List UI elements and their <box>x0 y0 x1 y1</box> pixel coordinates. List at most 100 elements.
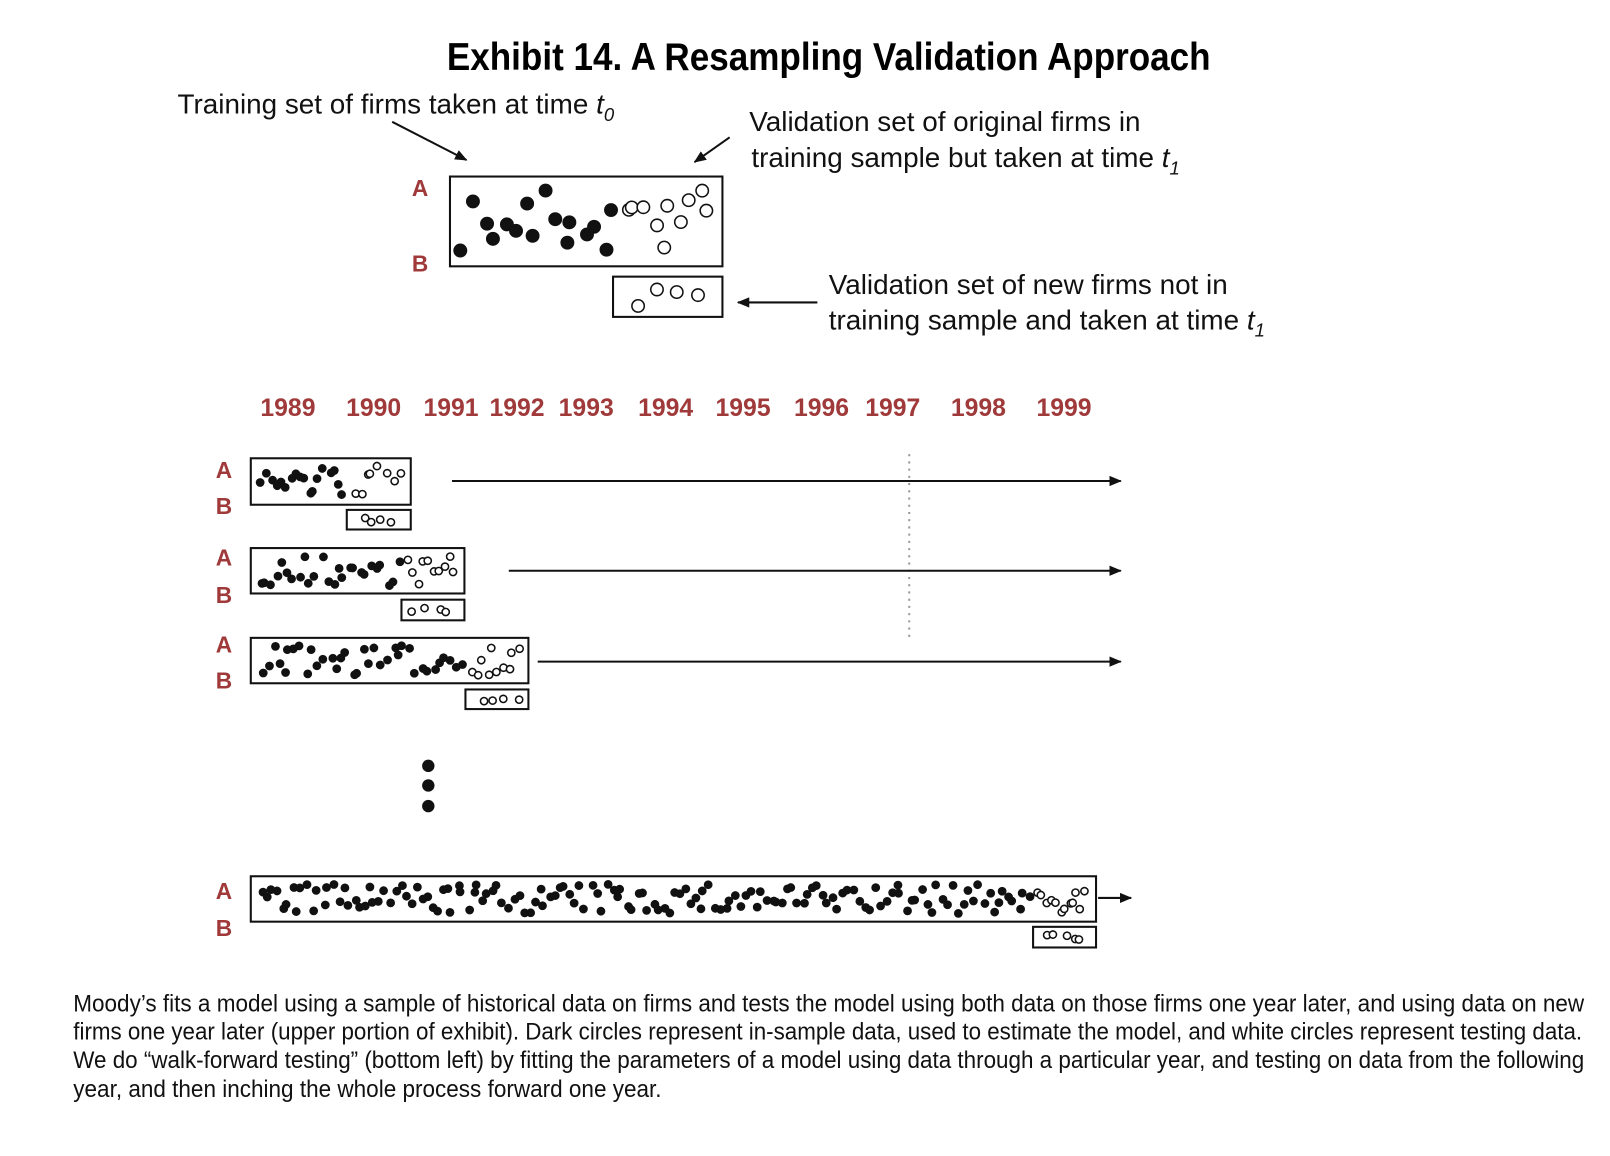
annotation: Training set of firms taken at time t0 <box>178 89 615 125</box>
in-sample-dot <box>296 572 305 582</box>
in-sample-dot <box>359 570 369 579</box>
test-dot <box>403 555 413 565</box>
in-sample-dot <box>997 886 1007 896</box>
in-sample-dot <box>261 468 271 478</box>
in-sample-dot <box>329 880 339 889</box>
in-sample-dot <box>980 899 990 908</box>
in-sample-dot <box>1007 896 1017 906</box>
test-dot <box>390 476 400 486</box>
in-sample-dot <box>423 892 433 902</box>
in-sample-dot <box>481 889 491 899</box>
test-dot <box>420 603 429 613</box>
in-sample-dot <box>990 907 1000 917</box>
in-sample-dot <box>918 885 927 894</box>
test-dot <box>486 643 496 653</box>
in-sample-dot <box>722 903 732 913</box>
panel-label: B <box>216 493 232 519</box>
test-dot <box>1071 888 1080 897</box>
year-label: 1997 <box>865 395 920 422</box>
in-sample-dot <box>470 887 480 897</box>
in-sample-dot <box>307 486 317 496</box>
in-sample-dot <box>538 183 553 198</box>
year-label: 1994 <box>638 395 693 422</box>
ellipsis-dot <box>422 759 435 773</box>
in-sample-dot <box>478 896 488 906</box>
in-sample-dot <box>433 906 442 916</box>
in-sample-dot <box>736 902 746 911</box>
test-dot <box>624 200 639 215</box>
annotation-sub: 1 <box>1255 320 1265 341</box>
in-sample-dot <box>526 908 536 918</box>
test-dot <box>382 468 392 478</box>
in-sample-dot <box>340 883 350 893</box>
in-sample-dot <box>642 906 651 915</box>
in-sample-dot <box>509 223 523 238</box>
in-sample-dot <box>515 891 525 901</box>
test-dot <box>479 696 489 706</box>
test-dot <box>484 670 494 680</box>
in-sample-dot <box>596 906 606 916</box>
caption: firms one year later (upper portion of e… <box>73 1019 1582 1045</box>
in-sample-dot <box>565 889 575 899</box>
in-sample-dot <box>352 668 362 678</box>
in-sample-dot <box>626 905 636 915</box>
year-label: 1998 <box>951 395 1006 422</box>
in-sample-dot <box>465 905 475 915</box>
in-sample-dot <box>613 892 623 902</box>
test-dot <box>366 517 376 527</box>
test-dot <box>650 282 664 297</box>
annotation-sub: 1 <box>1169 157 1179 178</box>
in-sample-dot <box>681 884 691 894</box>
in-sample-dot <box>480 216 495 231</box>
in-sample-dot <box>730 891 740 900</box>
in-sample-dot <box>588 880 598 890</box>
test-dot <box>473 670 483 680</box>
in-sample-dot <box>369 643 379 653</box>
in-sample-dot <box>262 892 272 902</box>
in-sample-dot <box>334 563 344 573</box>
in-sample-dot <box>303 669 313 679</box>
in-sample-dot <box>802 890 812 899</box>
ellipsis-dot <box>422 779 435 792</box>
in-sample-dot <box>364 659 373 669</box>
test-dot <box>1074 935 1084 944</box>
in-sample-dot <box>329 466 339 475</box>
in-sample-dot <box>569 898 579 908</box>
in-sample-dot <box>412 882 422 892</box>
in-sample-dot <box>317 464 327 473</box>
in-sample-dot <box>402 891 411 901</box>
in-sample-dot <box>277 558 287 567</box>
in-sample-dot <box>927 908 937 917</box>
in-sample-dot <box>828 893 838 903</box>
in-sample-dot <box>330 579 340 589</box>
in-sample-dot <box>696 904 706 914</box>
in-sample-dot <box>303 578 313 588</box>
test-dot <box>372 461 382 471</box>
annotation-text: training sample but taken at time <box>751 142 1161 173</box>
in-sample-dot <box>821 898 831 908</box>
test-dot <box>636 200 651 215</box>
test-dot <box>673 215 688 230</box>
annotation: Validation set of new firms not in <box>829 269 1228 300</box>
in-sample-dot <box>312 661 322 671</box>
test-dot <box>699 203 714 218</box>
in-sample-dot <box>322 883 331 892</box>
test-dot <box>407 607 417 616</box>
in-sample-dot <box>337 573 347 582</box>
in-sample-dot <box>703 880 713 890</box>
panel-label: A <box>216 631 232 657</box>
caption: We do “walk-forward testing” (bottom lef… <box>73 1048 1584 1074</box>
in-sample-dot <box>525 228 540 243</box>
in-sample-dot <box>882 896 892 906</box>
in-sample-dot <box>855 896 865 906</box>
test-dot <box>1075 904 1085 914</box>
test-dot <box>660 198 675 213</box>
test-dot <box>657 240 672 255</box>
in-sample-dot <box>443 884 453 894</box>
in-sample-dot <box>268 475 277 485</box>
in-sample-dot <box>686 899 696 909</box>
in-sample-dot <box>675 889 685 899</box>
in-sample-dot <box>587 219 602 234</box>
in-sample-dot <box>536 884 546 894</box>
in-sample-dot <box>786 883 796 892</box>
